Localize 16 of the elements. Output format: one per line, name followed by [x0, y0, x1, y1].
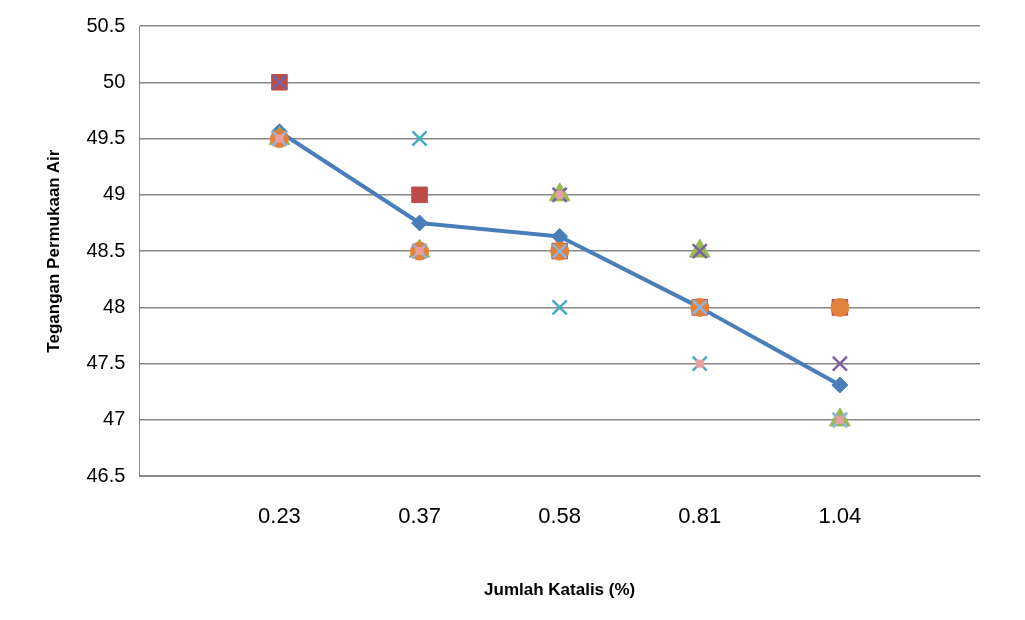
x-tick-label: 0.23 — [258, 503, 301, 529]
y-tick-label: 49 — [103, 182, 126, 205]
x-tick-label: 0.37 — [398, 503, 441, 529]
y-axis-title: Tegangan Permukaan Air — [43, 149, 63, 353]
y-tick-label: 50.5 — [86, 13, 126, 36]
y-tick-label: 50 — [103, 69, 126, 92]
y-tick-label: 48.5 — [86, 238, 126, 261]
x-tick-label: 1.04 — [818, 503, 862, 529]
x-tick-label: 0.81 — [678, 503, 722, 529]
y-tick-label: 46.5 — [86, 463, 126, 486]
x-tick-label: 0.58 — [538, 503, 582, 529]
y-tick-label: 47 — [103, 407, 126, 430]
y-tick-label: 49.5 — [86, 126, 126, 149]
x-axis-title: Jumlah Katalis (%) — [484, 580, 636, 600]
y-tick-label: 47.5 — [86, 351, 126, 374]
y-tick-label: 48 — [103, 294, 126, 317]
